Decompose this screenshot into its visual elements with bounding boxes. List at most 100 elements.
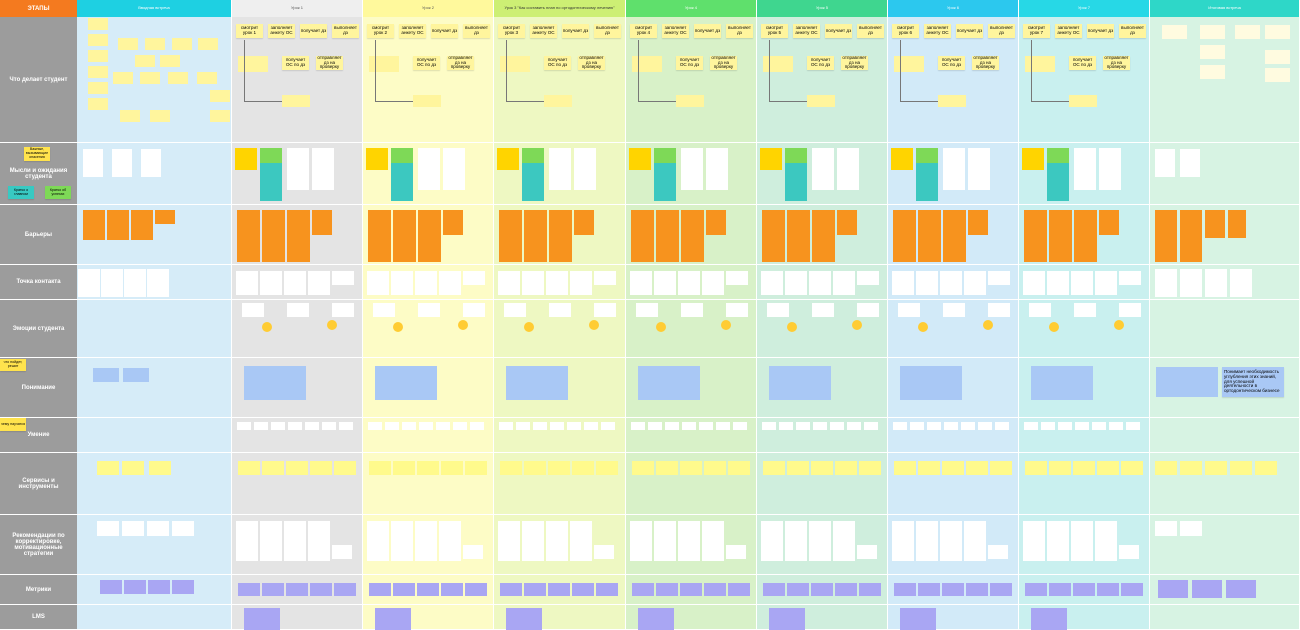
sticky	[1200, 45, 1225, 59]
flow-line	[638, 40, 639, 102]
sticky	[322, 422, 336, 430]
sticky	[1073, 461, 1095, 475]
sticky	[916, 521, 938, 561]
flow-line	[900, 40, 901, 102]
step-note: смотрит урок 3	[498, 24, 525, 38]
sticky	[1235, 25, 1260, 39]
sticky	[506, 608, 542, 630]
sticky	[704, 461, 726, 475]
sticky	[418, 210, 441, 262]
sticky	[393, 583, 415, 596]
emoji	[524, 322, 534, 332]
sticky	[988, 303, 1010, 317]
legend-note: что пойдет, решит	[0, 359, 26, 371]
sticky	[665, 422, 679, 430]
sticky	[1205, 210, 1225, 238]
sticky	[1058, 422, 1072, 430]
emoji	[1114, 320, 1124, 330]
step-note: получает ОС по дз	[807, 56, 834, 70]
sticky	[733, 422, 747, 430]
sticky	[809, 271, 831, 295]
sticky	[964, 521, 986, 561]
sticky	[1031, 366, 1093, 400]
sticky	[375, 366, 437, 400]
sticky	[524, 210, 547, 262]
step-note: получает ОС по дз	[1069, 56, 1096, 70]
row-divider	[77, 142, 1300, 143]
sticky	[1041, 422, 1055, 430]
sticky	[131, 210, 153, 240]
sticky	[859, 461, 881, 475]
step-note: смотрит урок 1	[236, 24, 263, 38]
sticky	[522, 163, 544, 201]
sticky	[787, 210, 810, 262]
step-note	[894, 56, 924, 72]
row-label: Что делает студент	[0, 17, 77, 143]
sticky	[728, 583, 750, 596]
sticky	[940, 271, 962, 295]
sticky	[1230, 269, 1252, 297]
sticky	[918, 461, 940, 475]
sticky	[107, 210, 129, 240]
sticky	[235, 148, 257, 170]
sticky	[636, 303, 658, 317]
sticky	[892, 271, 914, 295]
sticky	[415, 521, 437, 561]
sticky	[785, 148, 807, 163]
step-note: получает дз	[956, 24, 983, 38]
flow-line	[1031, 101, 1069, 102]
sticky	[995, 422, 1009, 430]
sticky	[1265, 50, 1290, 64]
sticky	[1126, 422, 1140, 430]
sticky	[785, 163, 807, 201]
sticky	[122, 461, 144, 475]
step-note	[763, 56, 793, 72]
sticky	[1192, 580, 1222, 598]
sticky	[942, 461, 964, 475]
sticky	[1073, 583, 1095, 596]
sticky	[441, 583, 463, 596]
legend-note: Кратко об успехах	[45, 186, 71, 199]
sticky	[369, 461, 391, 475]
understanding-note	[1156, 367, 1218, 397]
step-note	[413, 95, 441, 107]
step-note	[938, 95, 966, 107]
sticky	[465, 461, 487, 475]
sticky	[332, 545, 352, 559]
sticky	[140, 72, 160, 84]
sticky	[88, 50, 108, 62]
sticky	[1097, 461, 1119, 475]
sticky	[88, 66, 108, 78]
sticky	[286, 461, 308, 475]
sticky	[1119, 545, 1139, 559]
sticky	[596, 583, 618, 596]
sticky	[678, 271, 700, 295]
sticky	[567, 422, 581, 430]
sticky	[847, 422, 861, 430]
sticky	[93, 368, 119, 382]
sticky	[522, 148, 544, 163]
row-label: Метрики	[0, 575, 77, 605]
row-label: Рекомендации по корректировке, мотивацио…	[0, 515, 77, 575]
sticky	[630, 271, 652, 295]
flow-line	[769, 40, 770, 102]
sticky	[706, 210, 726, 235]
flow-line	[244, 40, 245, 102]
step-note	[238, 56, 268, 72]
stage-column	[1150, 17, 1300, 630]
sticky	[147, 521, 169, 536]
sticky	[1180, 210, 1202, 262]
step-note	[500, 56, 530, 72]
sticky	[369, 583, 391, 596]
row-divider	[77, 264, 1300, 265]
step-note: заполняет анкету ОС	[268, 24, 295, 38]
sticky	[237, 422, 251, 430]
sticky	[1226, 580, 1256, 598]
sticky	[367, 271, 389, 295]
sticky	[145, 38, 165, 50]
sticky	[1155, 149, 1175, 177]
sticky	[120, 110, 140, 122]
sticky	[271, 422, 285, 430]
sticky	[83, 149, 103, 177]
